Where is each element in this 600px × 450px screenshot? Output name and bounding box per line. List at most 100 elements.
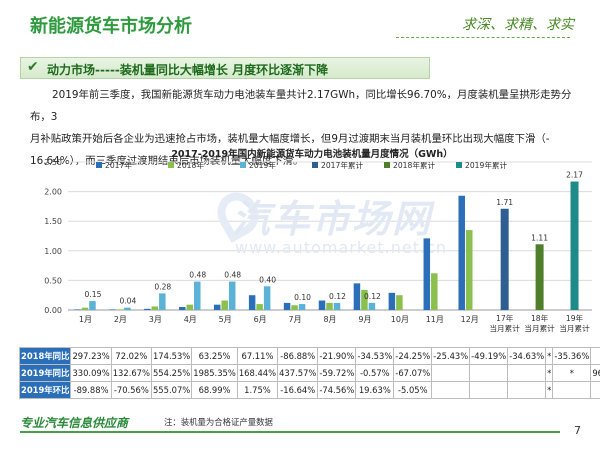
bar-2017年 bbox=[388, 292, 396, 310]
bar-2018年 bbox=[361, 289, 368, 310]
table-cell: 437.57% bbox=[277, 364, 319, 382]
table-row: 2018年同比 297.23% 72.02% 174.53% 63.25% 67.11% -… bbox=[18, 347, 600, 365]
bar-2018年 bbox=[186, 304, 194, 310]
y-tick-label: 0.00 bbox=[44, 306, 62, 315]
section-banner: ✔ 动力市场-----装机量同比大幅增长 月度环比逐渐下降 bbox=[20, 57, 430, 79]
y-tick-label: 1.50 bbox=[44, 217, 62, 226]
data-label: 0.04 bbox=[119, 297, 136, 306]
title-bar: 新能源货车市场分析 求深、求精、求实 bbox=[0, 0, 600, 40]
table-cell bbox=[507, 381, 547, 399]
legend-label: 2018年 bbox=[177, 160, 204, 170]
x-tick-label: 2月 bbox=[114, 315, 127, 324]
summary-paragraph: 2019年前三季度，我国新能源货车动力电池装车量共计2.17GWh，同比增长96… bbox=[30, 84, 585, 172]
table-cell: -25.43% bbox=[431, 347, 471, 365]
paragraph-line-2: 月补贴政策开始后各企业为迅速抢占市场，装机量大幅度增长，但9月过渡期末当月装机量… bbox=[30, 133, 550, 145]
x-tick-label: 当月累计 bbox=[559, 323, 590, 333]
x-tick-label: 当月累计 bbox=[524, 323, 555, 333]
bar-2018年 bbox=[81, 307, 89, 310]
table-cell bbox=[469, 381, 509, 399]
table-cell: 555.07% bbox=[150, 381, 193, 399]
table-cell bbox=[552, 381, 592, 399]
bar-2017年 bbox=[179, 307, 186, 310]
data-label: 0.48 bbox=[189, 271, 206, 280]
table-cell: 68.99% bbox=[191, 381, 238, 399]
bar-2019年 bbox=[298, 304, 306, 310]
bar-2019年累计 bbox=[570, 181, 579, 310]
table-cell: 19.63% bbox=[355, 381, 395, 399]
table-cell: -74.56% bbox=[317, 381, 357, 399]
table-cell: * bbox=[545, 381, 554, 399]
table-cell: * bbox=[590, 381, 600, 399]
bar-2018年 bbox=[151, 306, 159, 310]
table-cell: 1985.35% bbox=[191, 364, 238, 382]
table-cell bbox=[431, 381, 471, 399]
bar-2019年 bbox=[89, 301, 96, 310]
x-tick-label: 18年 bbox=[531, 313, 549, 323]
table-row: 2019年环比 -89.88% -70.56% 555.07% 68.99% 1.75% -… bbox=[18, 381, 600, 399]
bar-2019年 bbox=[263, 286, 271, 310]
x-tick-label: 8月 bbox=[323, 315, 336, 324]
x-tick-label: 4月 bbox=[184, 315, 197, 324]
legend-swatch bbox=[312, 162, 318, 168]
table-cell bbox=[469, 364, 509, 382]
bar-2018年累计 bbox=[535, 244, 544, 310]
table-cell: * bbox=[590, 347, 600, 365]
bar-2019年 bbox=[368, 302, 376, 310]
x-tick-label: 9月 bbox=[358, 315, 371, 324]
table-cell bbox=[507, 364, 547, 382]
table-cell: 297.23% bbox=[70, 347, 112, 365]
data-label: 1.71 bbox=[496, 198, 513, 207]
x-tick-label: 3月 bbox=[149, 315, 162, 324]
legend-label: 2019年累计 bbox=[465, 160, 508, 170]
bar-2019年 bbox=[194, 281, 201, 310]
bar-2017年 bbox=[318, 300, 326, 310]
checkmark-icon: ✔ bbox=[27, 59, 39, 75]
bar-2017年 bbox=[423, 238, 431, 310]
watermark-text: 汽车市场网 bbox=[232, 197, 433, 241]
page-title: 新能源货车市场分析 bbox=[30, 16, 192, 37]
bar-2018年 bbox=[465, 230, 473, 310]
table-cell: * bbox=[545, 347, 554, 365]
table-cell: -24.25% bbox=[393, 347, 433, 365]
x-tick-label: 11月 bbox=[426, 315, 444, 324]
legend-swatch bbox=[384, 162, 390, 168]
table-cell: -34.53% bbox=[355, 347, 395, 365]
legend-label: 2018年累计 bbox=[393, 160, 436, 170]
data-label: 0.15 bbox=[85, 290, 102, 299]
bar-2017年累计 bbox=[500, 208, 509, 310]
data-label: 0.40 bbox=[259, 275, 276, 284]
x-tick-label: 19年 bbox=[566, 313, 584, 323]
growth-rate-table: 2018年同比 297.23% 72.02% 174.53% 63.25% 67.11% -… bbox=[18, 347, 600, 399]
bar-2017年 bbox=[248, 295, 256, 310]
table-cell: -70.56% bbox=[110, 381, 152, 399]
row-header: 2019年同比 bbox=[18, 364, 72, 382]
x-tick-label: 12月 bbox=[461, 315, 479, 324]
legend-label: 2017年累计 bbox=[321, 160, 364, 170]
table-cell: -35.36% bbox=[552, 347, 592, 365]
row-header: 2019年环比 bbox=[18, 381, 72, 399]
bar-2018年 bbox=[256, 304, 263, 310]
table-cell: 330.09% bbox=[70, 364, 112, 382]
bar-2017年 bbox=[109, 309, 116, 310]
data-label: 0.10 bbox=[294, 293, 311, 302]
table-cell: -49.19% bbox=[469, 347, 509, 365]
table-cell: * bbox=[552, 364, 592, 382]
footer-divider bbox=[20, 431, 560, 433]
chart-title: 2017-2019年国内新能源货车动力电池装机量月度情况（GWh） bbox=[171, 148, 452, 160]
table-cell: 67.11% bbox=[236, 347, 279, 365]
bar-2018年 bbox=[221, 300, 228, 310]
bar-2018年 bbox=[116, 309, 124, 310]
bar-2017年 bbox=[283, 302, 291, 310]
x-tick-label: 10月 bbox=[391, 315, 409, 324]
data-label: 1.11 bbox=[531, 233, 548, 242]
legend-swatch bbox=[240, 162, 246, 168]
table-cell: -59.72% bbox=[317, 364, 357, 382]
table-cell: 96.70% bbox=[590, 364, 600, 382]
slogan: 求深、求精、求实 bbox=[462, 17, 574, 33]
row-header: 2018年同比 bbox=[18, 347, 72, 365]
bar-2019年 bbox=[159, 293, 166, 310]
bar-2018年 bbox=[431, 273, 438, 310]
table-cell: 554.25% bbox=[150, 364, 193, 382]
y-tick-label: 2.50 bbox=[44, 158, 62, 167]
legend-swatch bbox=[96, 162, 102, 168]
